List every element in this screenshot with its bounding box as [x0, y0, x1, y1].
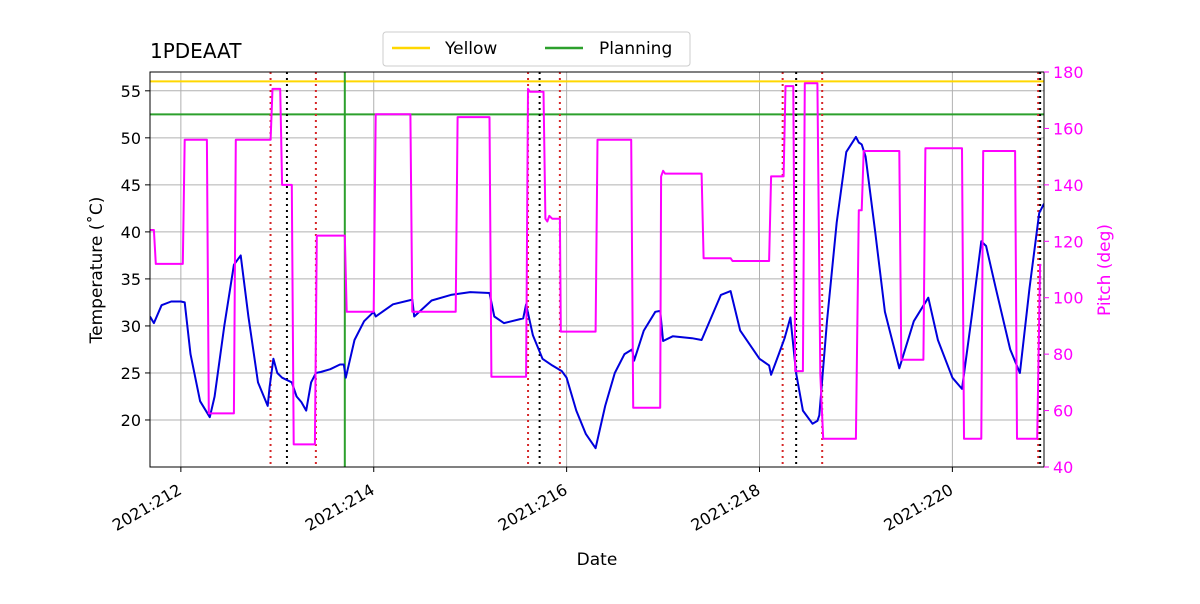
y-right-tick-label-2: 80 — [1053, 345, 1073, 364]
x-axis-label: Date — [577, 550, 618, 570]
y-right-tick-label-1: 60 — [1053, 402, 1073, 421]
legend-label-yellow: Yellow — [444, 39, 497, 59]
temperature-series-line — [150, 135, 1044, 450]
y-right-tick-label-5: 140 — [1053, 176, 1084, 195]
y-left-tick-label-1: 25 — [121, 364, 141, 383]
y-axis-left-label: Temperature (˚C) — [86, 197, 107, 345]
y-right-tick-label-7: 180 — [1053, 63, 1084, 82]
y-axis-left: 20 25 30 35 40 45 50 55 — [121, 82, 150, 430]
x-tick-label-4: 2021:220 — [880, 480, 956, 535]
y-right-tick-label-6: 160 — [1053, 119, 1084, 138]
x-tick-label-1: 2021:214 — [302, 480, 378, 535]
series-lines — [150, 82, 1044, 450]
x-tick-label-3: 2021:218 — [688, 480, 764, 535]
y-left-tick-label-4: 40 — [121, 223, 141, 242]
pitch-series-line — [150, 82, 1042, 446]
y-left-tick-label-3: 35 — [121, 270, 141, 289]
y-left-tick-label-0: 20 — [121, 411, 141, 430]
legend: Yellow Planning — [382, 31, 691, 67]
threshold-lines — [150, 80, 1044, 116]
y-left-tick-label-5: 45 — [121, 176, 141, 195]
y-left-tick-label-6: 50 — [121, 129, 141, 148]
plot-frame — [149, 71, 1045, 468]
y-axis-right-label: Pitch (deg) — [1095, 224, 1115, 316]
legend-label-planning: Planning — [599, 39, 672, 59]
y-right-tick-label-3: 100 — [1053, 289, 1084, 308]
y-axis-right: 40 60 80 100 120 140 160 180 — [1044, 63, 1084, 477]
y-right-tick-label-0: 40 — [1053, 458, 1073, 477]
chart-title: 1PDEAAT — [150, 39, 242, 63]
legend-box — [382, 31, 691, 67]
x-tick-label-0: 2021:212 — [109, 480, 185, 535]
x-tick-label-2: 2021:216 — [495, 480, 571, 535]
y-left-tick-label-2: 30 — [121, 317, 141, 336]
x-axis: 2021:212 2021:214 2021:216 2021:218 2021:220 — [109, 467, 956, 535]
y-right-tick-label-4: 120 — [1053, 232, 1084, 251]
y-left-tick-label-7: 55 — [121, 82, 141, 101]
